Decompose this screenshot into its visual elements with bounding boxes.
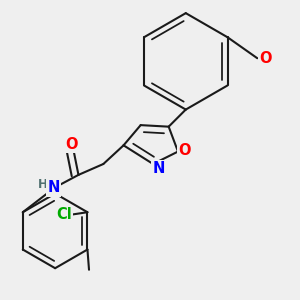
Text: Cl: Cl [56,207,72,222]
Text: H: H [38,178,48,191]
Text: N: N [152,161,165,176]
Text: N: N [47,180,60,195]
Text: O: O [178,143,190,158]
Text: O: O [259,51,271,66]
Text: O: O [65,137,78,152]
